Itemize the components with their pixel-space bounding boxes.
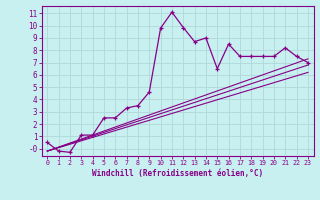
X-axis label: Windchill (Refroidissement éolien,°C): Windchill (Refroidissement éolien,°C) [92,169,263,178]
